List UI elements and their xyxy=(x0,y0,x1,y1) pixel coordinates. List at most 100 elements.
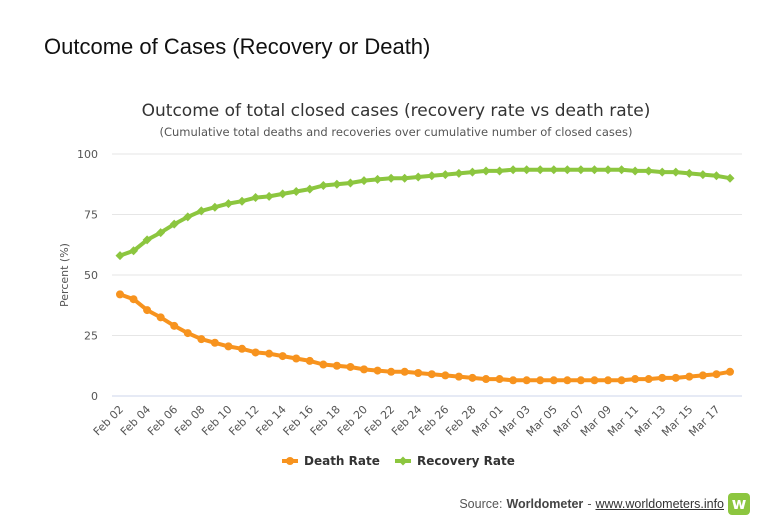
data-point[interactable] xyxy=(373,174,383,184)
y-tick-label: 25 xyxy=(84,330,98,343)
data-point[interactable] xyxy=(576,376,585,385)
data-point[interactable] xyxy=(129,295,138,304)
data-point[interactable] xyxy=(319,360,328,369)
data-point[interactable] xyxy=(413,172,423,182)
series-recovery-rate xyxy=(115,165,735,261)
data-point[interactable] xyxy=(386,173,396,183)
data-point[interactable] xyxy=(129,246,139,256)
data-point[interactable] xyxy=(116,290,124,299)
data-point[interactable] xyxy=(142,235,152,245)
data-point[interactable] xyxy=(630,166,640,176)
line-chart: Outcome of total closed cases (recovery … xyxy=(58,101,742,468)
data-point[interactable] xyxy=(698,170,708,180)
data-point[interactable] xyxy=(427,370,436,379)
data-point[interactable] xyxy=(467,167,477,177)
data-point[interactable] xyxy=(468,373,477,382)
source-link[interactable]: www.worldometers.info xyxy=(595,497,724,511)
data-point[interactable] xyxy=(698,371,707,380)
data-point[interactable] xyxy=(631,375,640,384)
data-point[interactable] xyxy=(196,206,206,216)
data-point[interactable] xyxy=(562,165,572,175)
data-point[interactable] xyxy=(711,171,721,181)
data-point[interactable] xyxy=(644,375,653,384)
data-point[interactable] xyxy=(481,166,491,176)
data-point[interactable] xyxy=(658,373,667,382)
data-point[interactable] xyxy=(563,376,572,385)
legend-item-death-rate[interactable]: Death Rate xyxy=(282,454,380,468)
data-point[interactable] xyxy=(509,376,518,385)
data-point[interactable] xyxy=(210,202,220,212)
data-point[interactable] xyxy=(373,366,382,375)
data-point[interactable] xyxy=(170,321,179,330)
data-point[interactable] xyxy=(156,313,165,322)
data-point[interactable] xyxy=(427,171,437,181)
data-point[interactable] xyxy=(251,193,261,203)
data-point[interactable] xyxy=(318,180,328,190)
data-point[interactable] xyxy=(549,376,558,385)
data-point[interactable] xyxy=(332,179,342,189)
data-point[interactable] xyxy=(223,199,233,209)
y-axis-label: Percent (%) xyxy=(58,243,71,307)
y-tick-label: 100 xyxy=(77,148,98,161)
data-point[interactable] xyxy=(644,166,654,176)
data-point[interactable] xyxy=(183,329,192,338)
data-point[interactable] xyxy=(725,173,735,183)
data-point[interactable] xyxy=(292,354,301,363)
data-point[interactable] xyxy=(265,349,274,358)
data-point[interactable] xyxy=(264,191,274,201)
data-point[interactable] xyxy=(482,375,490,384)
data-point[interactable] xyxy=(278,189,288,199)
data-point[interactable] xyxy=(251,348,260,357)
data-point[interactable] xyxy=(454,168,464,178)
data-point[interactable] xyxy=(508,165,518,175)
data-point[interactable] xyxy=(726,367,734,376)
data-point[interactable] xyxy=(305,356,314,365)
data-point[interactable] xyxy=(359,176,369,186)
legend-item-recovery-rate[interactable]: Recovery Rate xyxy=(395,454,515,468)
data-point[interactable] xyxy=(210,338,219,347)
data-point[interactable] xyxy=(522,376,531,385)
data-point[interactable] xyxy=(589,165,599,175)
data-point[interactable] xyxy=(684,168,694,178)
data-point[interactable] xyxy=(400,173,410,183)
data-point[interactable] xyxy=(332,361,341,370)
data-point[interactable] xyxy=(345,178,355,188)
data-point[interactable] xyxy=(495,375,504,384)
data-point[interactable] xyxy=(576,165,586,175)
data-point[interactable] xyxy=(291,187,301,197)
data-point[interactable] xyxy=(603,165,613,175)
data-point[interactable] xyxy=(522,165,532,175)
data-point[interactable] xyxy=(604,376,612,385)
data-point[interactable] xyxy=(441,371,450,380)
data-point[interactable] xyxy=(400,367,409,376)
data-point[interactable] xyxy=(197,335,206,344)
data-point[interactable] xyxy=(617,376,626,385)
data-point[interactable] xyxy=(617,165,627,175)
data-point[interactable] xyxy=(590,376,599,385)
data-point[interactable] xyxy=(671,167,681,177)
data-point[interactable] xyxy=(440,170,450,180)
data-point[interactable] xyxy=(238,344,246,353)
data-point[interactable] xyxy=(454,372,463,381)
data-point[interactable] xyxy=(360,365,368,374)
data-point[interactable] xyxy=(143,306,152,315)
data-point[interactable] xyxy=(115,251,125,261)
data-point[interactable] xyxy=(237,196,247,206)
data-point[interactable] xyxy=(495,166,505,176)
data-point[interactable] xyxy=(536,376,545,385)
data-point[interactable] xyxy=(712,370,721,379)
data-point[interactable] xyxy=(183,212,193,222)
data-point[interactable] xyxy=(414,369,423,378)
data-point[interactable] xyxy=(657,167,667,177)
data-point[interactable] xyxy=(278,352,287,361)
data-point[interactable] xyxy=(156,228,166,238)
data-point[interactable] xyxy=(387,367,396,376)
data-point[interactable] xyxy=(346,362,355,371)
data-point[interactable] xyxy=(549,165,559,175)
data-point[interactable] xyxy=(685,372,694,381)
data-point[interactable] xyxy=(305,184,315,194)
data-point[interactable] xyxy=(671,373,680,382)
data-point[interactable] xyxy=(169,219,179,229)
data-point[interactable] xyxy=(224,342,233,351)
data-point[interactable] xyxy=(535,165,545,175)
